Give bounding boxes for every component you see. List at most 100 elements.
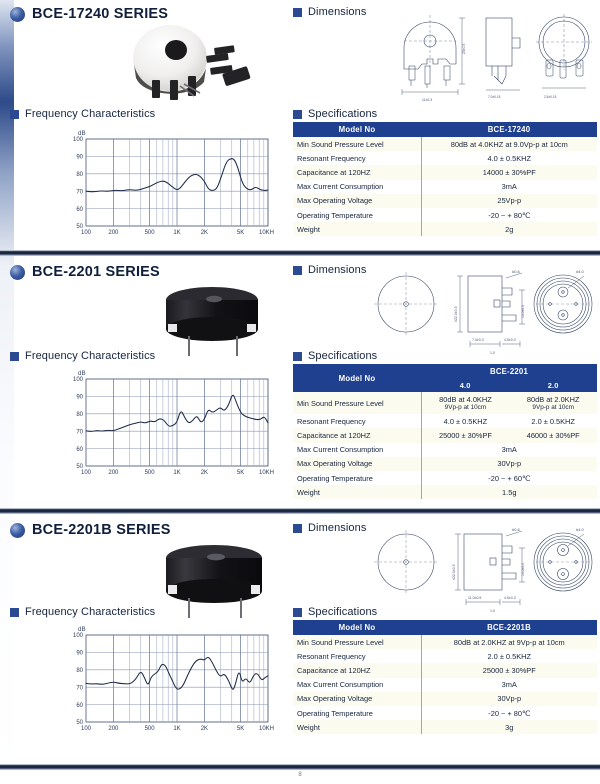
svg-text:100: 100: [81, 470, 92, 476]
specifications-header-2: Specifications: [293, 350, 377, 362]
svg-text:70: 70: [76, 685, 83, 691]
svg-text:100: 100: [81, 230, 92, 236]
svg-text:4.5±0.3: 4.5±0.3: [504, 338, 516, 342]
row-value-a: 80dB at 4.0KHZ 9Vp-p at 10cm: [421, 392, 510, 415]
svg-text:200: 200: [108, 726, 119, 732]
variant-header-1: 2.0: [509, 379, 597, 392]
svg-text:1K: 1K: [173, 230, 180, 236]
svg-text:11.0±0.5: 11.0±0.5: [468, 596, 481, 600]
svg-text:#4.0: #4.0: [576, 527, 585, 532]
svg-text:100: 100: [81, 726, 92, 732]
table-header-row: Model No BCE-2201B: [293, 620, 597, 635]
row-label: Operating Temperature: [293, 470, 422, 486]
svg-text:1.0: 1.0: [490, 351, 495, 355]
section-divider-2: [0, 508, 600, 514]
table-row: Min Sound Pressure Level 80dB at 4.0KHZ 9V…: [293, 392, 597, 415]
svg-text:100: 100: [73, 633, 84, 639]
svg-text:50: 50: [76, 224, 83, 230]
svg-text:10.0±0.5: 10.0±0.5: [521, 563, 525, 576]
row-value: 30Vp-p: [421, 691, 597, 706]
row-label: Max Current Consumption: [293, 677, 422, 692]
square-bullet-icon: [293, 265, 302, 275]
table-row: Resonant Frequency 4.0 ± 0.5KHZ 2.0 ± 0.5K…: [293, 414, 597, 429]
table-row: Operating Temperature -20 ~ + 60℃: [293, 470, 597, 486]
row-value: 3mA: [421, 677, 597, 692]
section-title-row-3: BCE-2201B SERIES: [10, 522, 171, 538]
spec-table-bce-2201b: Model No BCE-2201B Min Sound Pressure Lev…: [293, 620, 597, 735]
svg-text:#22.0±0.5: #22.0±0.5: [454, 306, 458, 322]
svg-text:10KHz: 10KHz: [259, 470, 274, 476]
freq-label-1: Frequency Characteristics: [25, 108, 156, 120]
svg-text:60: 60: [76, 703, 83, 709]
row-label: Weight: [293, 222, 422, 237]
model-value-header: BCE-17240: [421, 122, 597, 137]
row-value-a: 4.0 ± 0.5KHZ: [421, 414, 510, 429]
square-bullet-icon: [293, 523, 302, 533]
frequency-chart-bce-2201: dB 50 60 70 80 90 100 100 200 500 1K 2K 5K 10KHz: [62, 366, 274, 484]
dimensions-label-1: Dimensions: [308, 6, 367, 18]
svg-text:60: 60: [76, 207, 83, 213]
specifications-label-2: Specifications: [308, 350, 378, 362]
section-divider-1: [0, 250, 600, 256]
model-no-header: Model No: [293, 364, 421, 392]
row-label: Weight: [293, 720, 422, 735]
oval-bullet-icon: [10, 6, 25, 22]
row-value: 80dB at 4.0KHZ at 9.0Vp-p at 10cm: [421, 137, 597, 152]
row-value: 25Vp-p: [421, 193, 597, 208]
specifications-label-3: Specifications: [308, 606, 378, 618]
section-bce-2201b: BCE-2201B SERIES Frequency Characteristi…: [0, 516, 600, 766]
square-bullet-icon: [293, 351, 302, 361]
product-photo-bce-2201b: [150, 538, 290, 623]
table-row: Max Current Consumption 3mA: [293, 442, 597, 457]
section-title-row-2: BCE-2201 SERIES: [10, 264, 160, 280]
specifications-header-3: Specifications: [293, 606, 377, 618]
square-bullet-icon: [293, 109, 302, 119]
table-variant-row: 4.0 2.0: [293, 379, 597, 392]
row-value: 14000 ± 30%PF: [421, 165, 597, 180]
svg-text:10.0±0.5: 10.0±0.5: [521, 305, 525, 318]
row-label: Operating Temperature: [293, 207, 422, 223]
svg-text:60: 60: [76, 447, 83, 453]
row-label: Resonant Frequency: [293, 151, 422, 166]
row-value: -20 ~ + 80℃: [421, 705, 597, 721]
svg-text:dB: dB: [78, 130, 86, 137]
table-row: Capacitance at 120HZ 25000 ± 30%PF: [293, 663, 597, 678]
dimensions-header-3: Dimensions: [293, 522, 366, 534]
table-row: Resonant Frequency 4.0 ± 0.5KHZ: [293, 151, 597, 166]
oval-bullet-icon: [10, 264, 25, 280]
square-bullet-icon: [293, 7, 302, 17]
square-bullet-icon: [10, 351, 19, 361]
dimensions-header-1: Dimensions: [293, 6, 366, 18]
row-label: Resonant Frequency: [293, 414, 422, 429]
model-value-header: BCE-2201B: [421, 620, 597, 635]
table-row: Min Sound Pressure Level 80dB at 2.0KHZ a…: [293, 635, 597, 650]
table-row: Weight 1.5g: [293, 485, 597, 500]
row-label: Min Sound Pressure Level: [293, 392, 422, 415]
svg-text:500: 500: [145, 230, 156, 236]
model-value-header: BCE-2201: [421, 364, 597, 379]
svg-text:#4.0: #4.0: [576, 269, 585, 274]
row-value-a: 25000 ± 30%PF: [421, 428, 510, 443]
dimensions-header-2: Dimensions: [293, 264, 366, 276]
svg-text:90: 90: [76, 651, 83, 657]
row-value: -20 ~ + 80℃: [421, 207, 597, 223]
svg-text:10KHz: 10KHz: [259, 230, 274, 236]
table-header-row: Model No BCE-2201: [293, 364, 597, 392]
row-value: 1.5g: [421, 485, 597, 500]
freq-label-3: Frequency Characteristics: [25, 606, 156, 618]
svg-text:#0.6: #0.6: [512, 269, 521, 274]
svg-text:50: 50: [76, 464, 83, 470]
row-label: Min Sound Pressure Level: [293, 635, 422, 650]
square-bullet-icon: [10, 109, 19, 119]
page-number: 8: [298, 772, 302, 778]
row-value: 3mA: [421, 442, 597, 457]
row-value: 4.0 ± 0.5KHZ: [421, 151, 597, 166]
row-value: 2g: [421, 222, 597, 237]
svg-text:200: 200: [108, 470, 119, 476]
row-label: Resonant Frequency: [293, 649, 422, 664]
table-row: Max Current Consumption 3mA: [293, 179, 597, 194]
table-row: Max Current Consumption 3mA: [293, 677, 597, 692]
oval-bullet-icon: [10, 522, 25, 538]
row-value: 30Vp-p: [421, 456, 597, 471]
dimension-drawing-bce-2201b: #22.0±0.5 10.0±0.5 11.0±0.5 4.5±0.3 1.0 …: [372, 522, 597, 614]
